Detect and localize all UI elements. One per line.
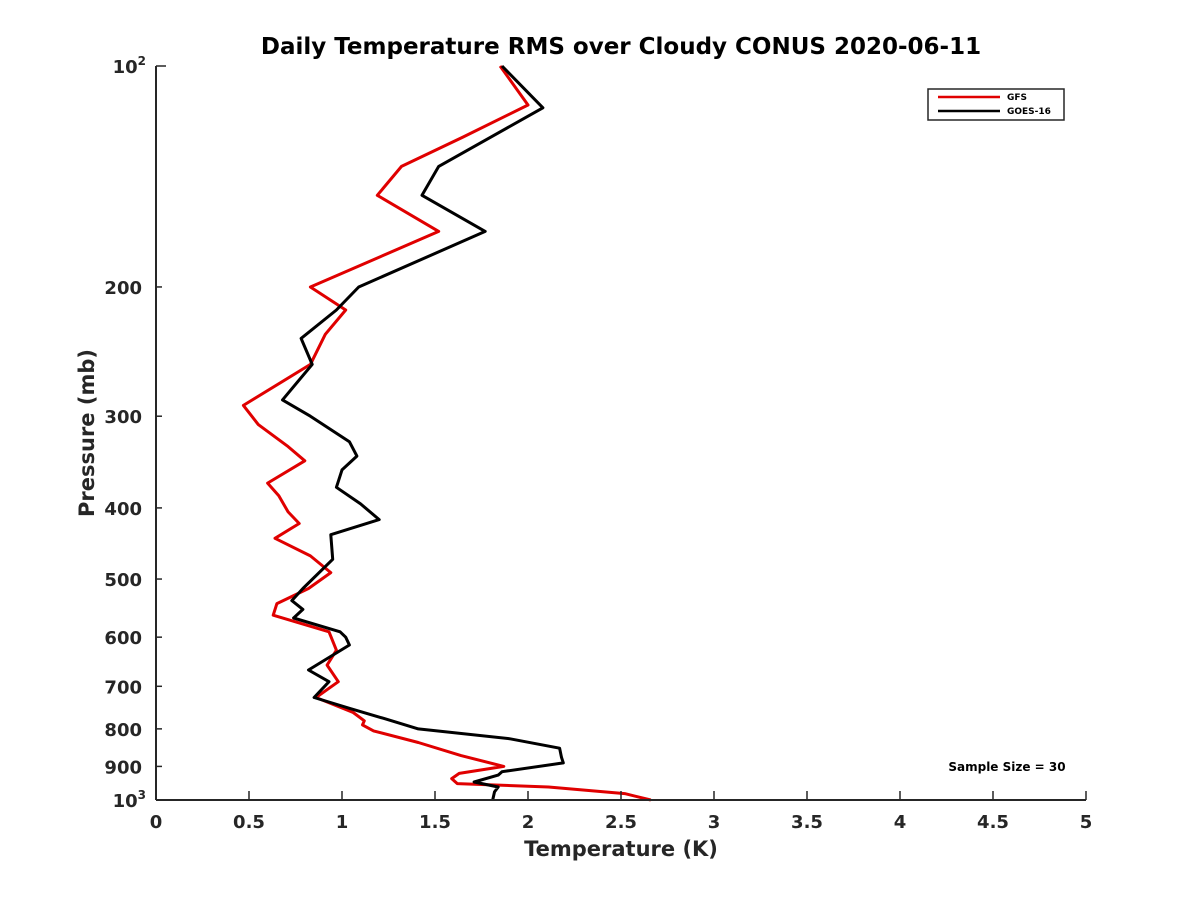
x-tick-label: 5 (1080, 812, 1093, 833)
chart-title: Daily Temperature RMS over Cloudy CONUS … (261, 34, 981, 60)
y-tick-label: 600 (104, 628, 142, 649)
y-tick-label: 400 (104, 499, 142, 520)
sample-size-annotation: Sample Size = 30 (948, 760, 1065, 774)
y-tick-label: 700 (104, 677, 142, 698)
series-line-goes-16 (281, 64, 565, 801)
x-axis-label: Temperature (K) (524, 837, 718, 861)
y-tick-label: 300 (104, 407, 142, 428)
x-tick-label: 1 (336, 812, 349, 833)
y-axis-label: Pressure (mb) (75, 349, 99, 517)
x-tick-label: 1.5 (419, 812, 451, 833)
series-line-gfs (241, 65, 652, 802)
legend: GFS GOES-16 (927, 88, 1065, 121)
y-tick-label: 900 (104, 757, 142, 778)
x-tick-label: 4 (894, 812, 907, 833)
y-tick-label: 200 (104, 278, 142, 299)
x-tick-label: 0.5 (233, 812, 265, 833)
x-tick-label: 2.5 (605, 812, 637, 833)
legend-label-goes-16: GOES-16 (1007, 107, 1051, 117)
x-tick-label: 0 (150, 812, 163, 833)
series-layer (241, 64, 652, 802)
x-tick-label: 3.5 (791, 812, 823, 833)
x-tick-label: 2 (522, 812, 535, 833)
y-ticks: 102 103 200 300 400 500 600 700 800 900 (104, 54, 166, 812)
legend-label-gfs: GFS (1007, 93, 1027, 103)
x-tick-label: 3 (708, 812, 721, 833)
x-tick-label: 4.5 (977, 812, 1009, 833)
y-tick-label: 800 (104, 720, 142, 741)
x-ticks: 0 0.5 1 1.5 2 2.5 3 3.5 4 4.5 5 (150, 791, 1093, 833)
y-tick-label: 103 (113, 788, 146, 812)
y-tick-label: 500 (104, 570, 142, 591)
y-tick-label: 102 (113, 54, 146, 78)
legend-box (927, 88, 1065, 121)
axes (155, 66, 1086, 801)
